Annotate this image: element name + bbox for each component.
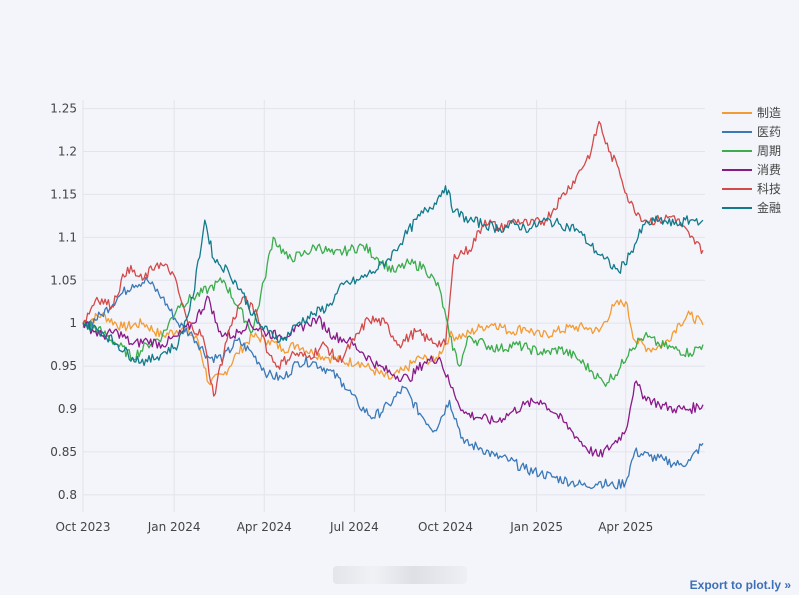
- x-tick-label: Jul 2024: [329, 520, 379, 534]
- x-tick-label: Jan 2025: [509, 520, 563, 534]
- legend-label[interactable]: 制造: [757, 106, 781, 120]
- y-tick-label: 0.8: [58, 488, 77, 502]
- series-line-2: [82, 236, 704, 387]
- legend-label[interactable]: 消费: [757, 163, 781, 177]
- legend-label[interactable]: 周期: [757, 144, 781, 158]
- legend-label[interactable]: 金融: [757, 200, 781, 215]
- y-tick-label: 1.15: [50, 187, 77, 201]
- series-line-3: [82, 295, 704, 458]
- legend-label[interactable]: 医药: [757, 125, 781, 139]
- y-tick-label: 1: [69, 316, 77, 330]
- y-tick-label: 1.05: [50, 273, 77, 287]
- axes: 0.8 0.85 0.9 0.95 1 1.05 1.1 1.15 1.2 1.25 Oct 202…: [50, 102, 653, 534]
- y-tick-label: 0.9: [58, 402, 77, 416]
- series-line-1: [82, 276, 704, 490]
- export-link[interactable]: Export to plot.ly »: [689, 578, 791, 592]
- x-tick-label: Apr 2025: [598, 520, 653, 534]
- y-tick-label: 1.2: [58, 145, 77, 159]
- grid: [82, 100, 705, 512]
- y-tick-label: 1.25: [50, 102, 77, 116]
- y-tick-label: 1.1: [58, 230, 77, 244]
- series-line-5: [82, 185, 704, 367]
- x-tick-label: Oct 2024: [418, 520, 473, 534]
- y-tick-label: 0.85: [50, 445, 77, 459]
- legend-label[interactable]: 科技: [757, 182, 781, 196]
- series-line-4: [82, 120, 704, 397]
- x-tick-label: Apr 2024: [237, 520, 292, 534]
- series-lines: [82, 120, 704, 490]
- x-tick-label: Jan 2024: [147, 520, 201, 534]
- y-tick-label: 0.95: [50, 359, 77, 373]
- watermark: [333, 566, 467, 584]
- x-tick-label: Oct 2023: [55, 520, 110, 534]
